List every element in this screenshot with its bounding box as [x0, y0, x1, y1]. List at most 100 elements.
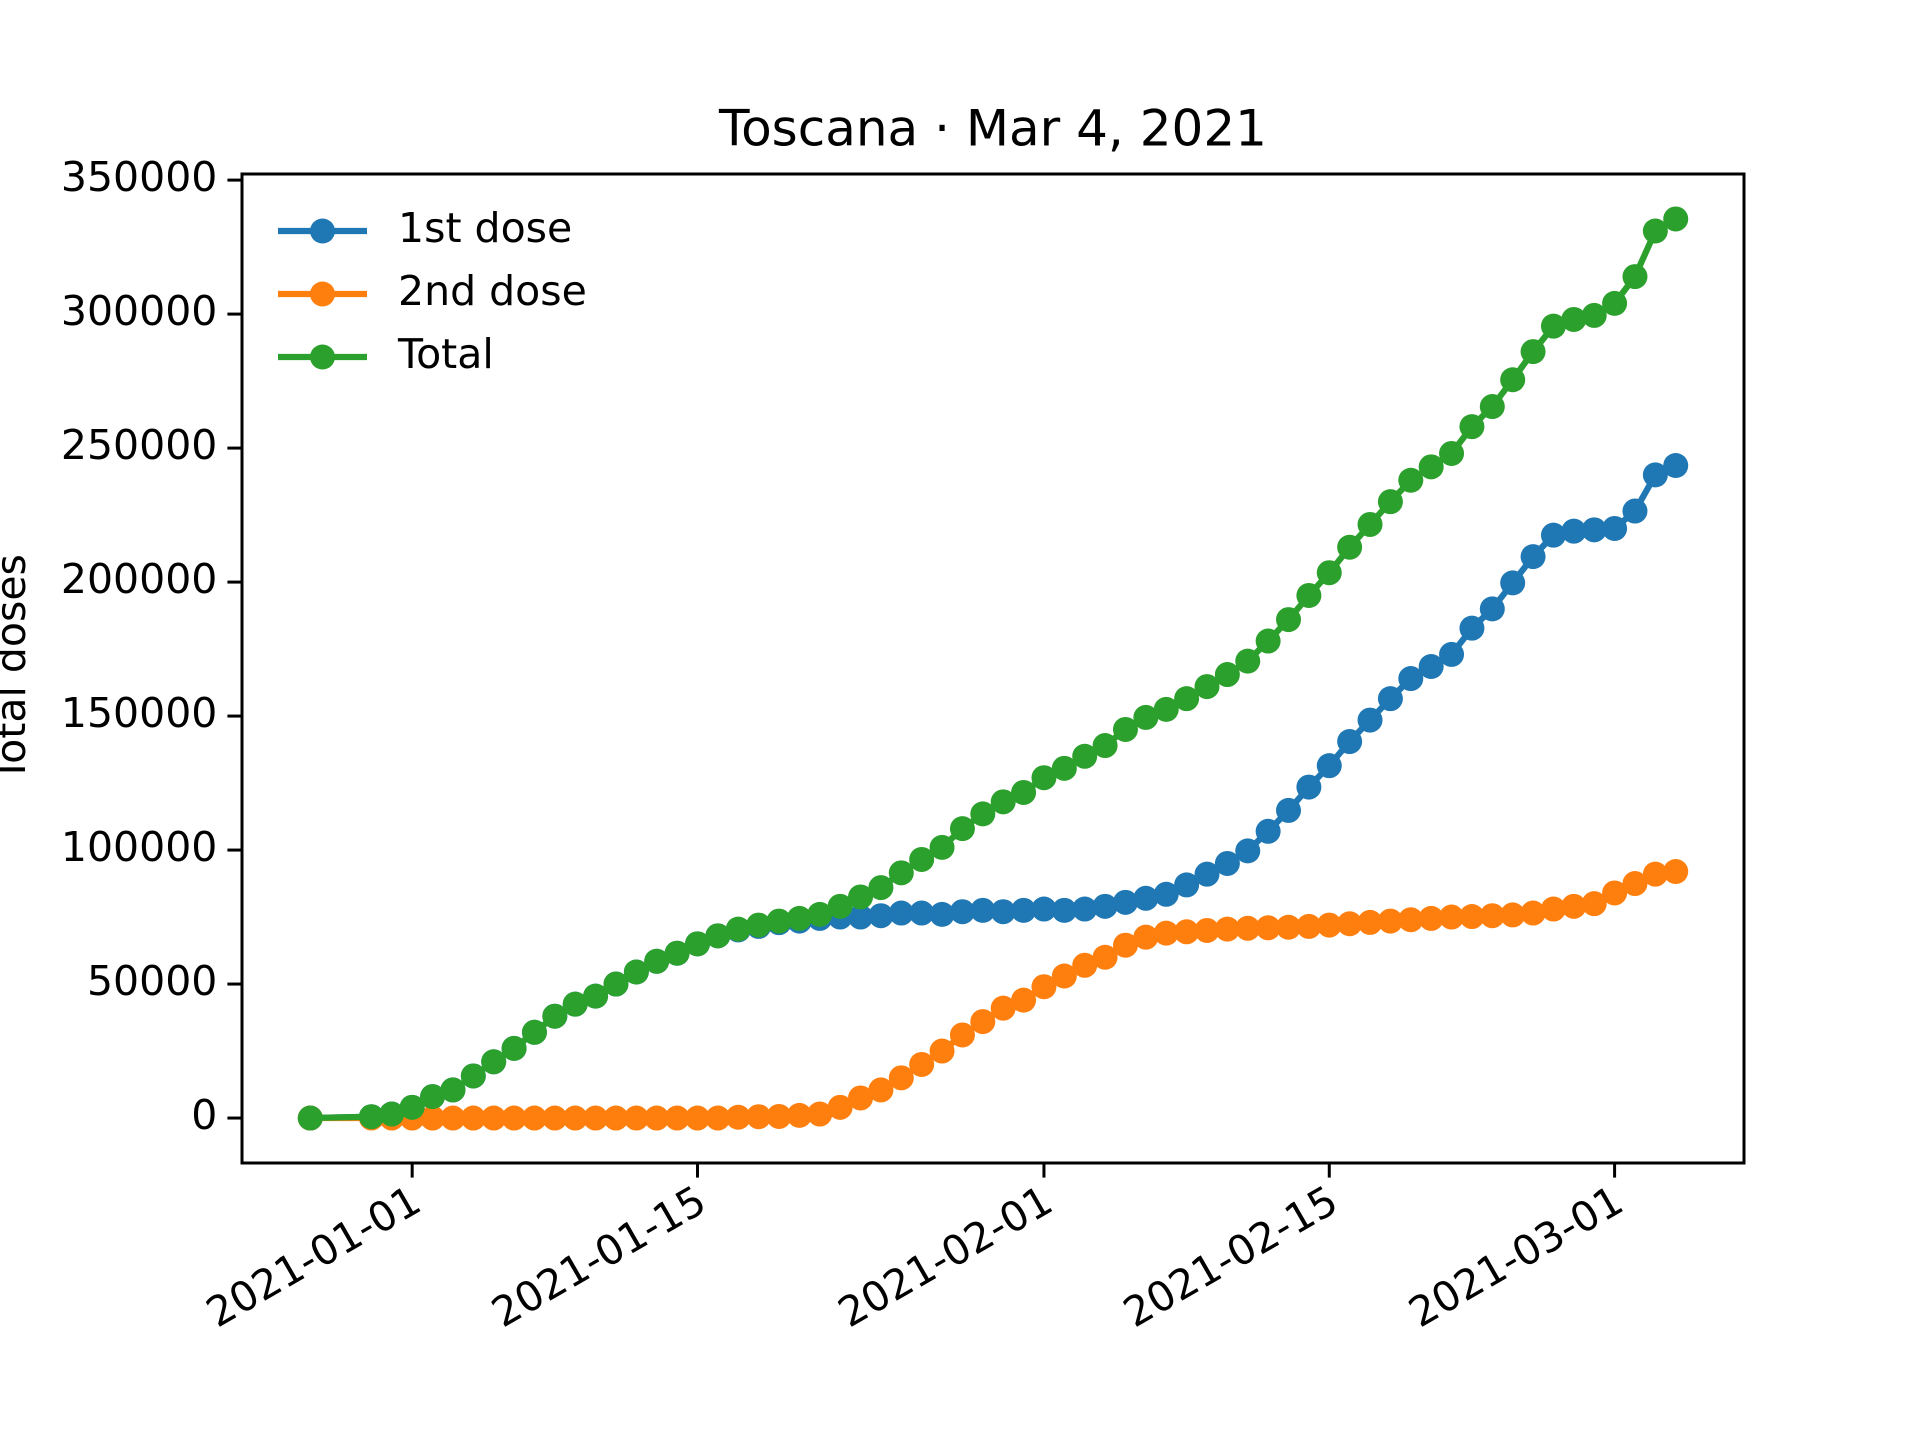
marker — [949, 816, 975, 842]
marker — [807, 901, 833, 927]
marker — [1296, 913, 1322, 939]
chart-title: Toscana · Mar 4, 2021 — [718, 100, 1267, 158]
y-tick-label: 200000 — [61, 555, 218, 603]
y-tick-label: 350000 — [61, 153, 218, 201]
marker — [1276, 607, 1302, 633]
marker — [1520, 339, 1546, 365]
marker — [583, 983, 609, 1009]
marker — [1622, 871, 1648, 897]
marker — [1602, 515, 1628, 541]
marker — [460, 1105, 486, 1131]
marker — [1663, 453, 1689, 479]
marker — [501, 1105, 527, 1131]
marker — [1133, 924, 1159, 950]
legend-label: Total — [397, 330, 494, 378]
marker — [1439, 904, 1465, 930]
marker — [746, 912, 772, 938]
marker — [1153, 696, 1179, 722]
marker — [399, 1094, 425, 1120]
marker — [1194, 674, 1220, 700]
y-tick-label: 300000 — [61, 287, 218, 335]
y-tick-label: 0 — [191, 1091, 217, 1139]
marker — [562, 1105, 588, 1131]
marker — [1174, 686, 1200, 712]
marker — [970, 1009, 996, 1035]
marker — [1214, 850, 1240, 876]
marker — [1031, 974, 1057, 1000]
marker — [644, 948, 670, 974]
marker — [1479, 596, 1505, 622]
marker — [1255, 818, 1281, 844]
marker — [807, 1101, 833, 1127]
marker — [1663, 858, 1689, 884]
marker — [990, 899, 1016, 925]
marker — [746, 1104, 772, 1130]
marker — [1011, 779, 1037, 805]
marker — [1540, 313, 1566, 339]
marker — [684, 931, 710, 957]
marker — [1072, 952, 1098, 978]
marker — [909, 900, 935, 926]
marker — [1092, 944, 1118, 970]
marker — [1459, 615, 1485, 641]
marker — [664, 940, 690, 966]
marker — [1337, 911, 1363, 937]
y-tick-label: 150000 — [61, 689, 218, 737]
marker — [481, 1049, 507, 1075]
marker — [1235, 838, 1261, 864]
marker — [949, 899, 975, 925]
marker — [970, 897, 996, 923]
marker — [1112, 716, 1138, 742]
marker — [1255, 628, 1281, 654]
marker — [542, 1105, 568, 1131]
marker — [1377, 908, 1403, 934]
marker — [1051, 755, 1077, 781]
marker — [705, 923, 731, 949]
marker — [909, 1051, 935, 1077]
legend-marker — [310, 218, 335, 244]
marker — [1622, 264, 1648, 290]
marker — [1581, 302, 1607, 328]
marker — [1642, 462, 1668, 488]
marker — [786, 905, 812, 931]
marker — [542, 1003, 568, 1029]
marker — [1011, 897, 1037, 923]
marker — [684, 1105, 710, 1131]
y-tick-label: 250000 — [61, 421, 218, 469]
marker — [1031, 896, 1057, 922]
marker — [1398, 666, 1424, 692]
marker — [664, 1105, 690, 1131]
marker — [623, 1105, 649, 1131]
marker — [379, 1101, 405, 1127]
legend-marker — [310, 281, 335, 307]
marker — [583, 1105, 609, 1131]
marker — [929, 901, 955, 927]
marker — [1133, 704, 1159, 730]
marker — [970, 801, 996, 827]
marker — [1194, 917, 1220, 943]
marker — [766, 908, 792, 934]
marker — [827, 893, 853, 919]
marker — [603, 971, 629, 997]
marker — [1500, 570, 1526, 596]
marker — [644, 1105, 670, 1131]
marker — [868, 875, 894, 901]
marker — [1092, 733, 1118, 759]
marker — [929, 834, 955, 860]
marker — [1520, 900, 1546, 926]
legend-marker — [310, 344, 335, 370]
marker — [1520, 544, 1546, 570]
marker — [1622, 498, 1648, 524]
marker — [1439, 641, 1465, 667]
marker — [1377, 686, 1403, 712]
marker — [1561, 518, 1587, 544]
marker — [888, 1065, 914, 1091]
marker — [725, 916, 751, 942]
marker — [440, 1105, 466, 1131]
marker — [1316, 912, 1342, 938]
y-tick-label: 50000 — [87, 957, 217, 1005]
marker — [1296, 774, 1322, 800]
marker — [1357, 707, 1383, 733]
plot-area — [297, 206, 1689, 1131]
